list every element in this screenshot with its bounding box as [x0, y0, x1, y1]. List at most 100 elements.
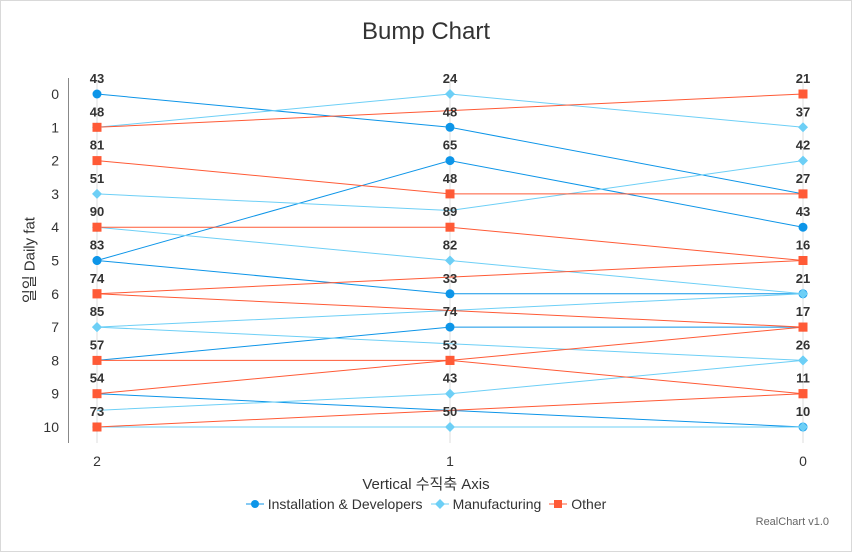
diamond-marker	[92, 188, 102, 199]
data-label: 73	[90, 404, 104, 419]
data-label: 27	[796, 171, 810, 186]
data-label: 89	[443, 204, 457, 219]
series-line	[96, 160, 804, 212]
y-tick-label: 4	[51, 219, 59, 235]
data-label: 81	[90, 138, 104, 153]
series-line	[96, 260, 804, 295]
circle-marker	[445, 122, 455, 132]
data-label: 74	[90, 271, 105, 286]
data-label: 43	[796, 204, 810, 219]
circle-marker	[92, 89, 102, 99]
data-label: 48	[443, 104, 457, 119]
data-label: 21	[796, 271, 810, 286]
data-label: 82	[443, 238, 457, 253]
circle-marker	[445, 156, 455, 166]
square-marker	[798, 389, 808, 399]
legend-label: Installation & Developers	[267, 496, 423, 512]
x-axis-title: Vertical 수직축 Axis	[362, 476, 490, 493]
data-label: 57	[90, 337, 104, 352]
diamond-marker	[798, 288, 808, 299]
legend-item-other[interactable]: Other	[549, 496, 606, 512]
series-line	[96, 93, 804, 128]
y-tick-label: 8	[51, 352, 59, 368]
chart-title: Bump Chart	[361, 18, 491, 45]
data-label: 24	[443, 71, 458, 86]
diamond-marker	[798, 122, 808, 133]
circle-marker	[92, 256, 102, 265]
data-label: 16	[796, 238, 810, 253]
legend-item-installation[interactable]: Installation & Developers	[245, 496, 423, 512]
circle-marker	[445, 322, 455, 332]
data-label: 37	[796, 104, 810, 119]
y-tick-label: 5	[51, 253, 59, 269]
legend-item-manufacturing[interactable]: Manufacturing	[430, 496, 542, 512]
square-marker	[445, 189, 455, 199]
data-label: 53	[443, 337, 457, 352]
square-marker	[92, 422, 102, 432]
series-line	[96, 393, 804, 428]
diamond-marker	[445, 422, 455, 432]
data-label: 51	[90, 171, 104, 186]
square-marker	[798, 189, 808, 199]
square-marker	[798, 256, 808, 265]
square-marker	[445, 222, 455, 232]
data-label: 74	[443, 304, 458, 319]
square-marker	[92, 156, 102, 166]
data-label: 48	[443, 171, 457, 186]
y-tick-label: 3	[51, 186, 59, 202]
diamond-marker	[798, 422, 808, 432]
square-marker	[92, 122, 102, 132]
data-label: 65	[443, 138, 457, 153]
data-label: 42	[796, 138, 810, 153]
y-tick-label: 7	[51, 319, 59, 335]
diamond-marker	[798, 155, 808, 166]
square-marker	[445, 355, 455, 365]
data-label: 26	[796, 337, 810, 352]
x-tick-label: 1	[446, 453, 454, 469]
data-label: 54	[90, 371, 105, 386]
y-tick-label: 6	[51, 286, 59, 302]
data-label: 43	[443, 371, 457, 386]
y-tick-label: 10	[43, 419, 59, 435]
square-marker	[92, 355, 102, 365]
square-marker	[92, 289, 102, 299]
data-label: 11	[796, 371, 810, 386]
data-label: 21	[796, 71, 810, 86]
square-marker	[798, 89, 808, 99]
y-tick-label: 2	[51, 153, 59, 169]
circle-marker	[445, 289, 455, 299]
y-tick-label: 0	[51, 86, 59, 102]
legend: Installation & Developers Manufacturing …	[0, 496, 852, 512]
x-tick-label: 0	[799, 453, 807, 469]
data-label: 85	[90, 304, 104, 319]
data-label: 33	[443, 271, 457, 286]
legend-circle-marker-icon	[245, 500, 264, 508]
data-label: 17	[796, 304, 810, 319]
y-tick-label: 1	[51, 119, 59, 135]
credit-text: RealChart v1.0	[755, 516, 829, 528]
diamond-marker	[445, 388, 455, 399]
legend-diamond-marker-icon	[430, 499, 449, 509]
data-label: 10	[796, 404, 810, 419]
data-label: 48	[90, 104, 104, 119]
data-label: 83	[90, 238, 104, 253]
series-line	[96, 326, 804, 361]
circle-marker	[798, 222, 808, 232]
square-marker	[92, 222, 102, 232]
y-tick-label: 9	[51, 386, 59, 402]
x-tick-label: 2	[93, 453, 101, 469]
square-marker	[92, 389, 102, 399]
diamond-marker	[445, 255, 455, 266]
legend-square-marker-icon	[549, 500, 568, 508]
data-label: 90	[90, 204, 104, 219]
diamond-marker	[798, 355, 808, 366]
data-label: 50	[443, 404, 457, 419]
legend-label: Other	[571, 496, 607, 512]
data-label: 43	[90, 71, 104, 86]
series-line	[96, 293, 804, 328]
diamond-marker	[445, 89, 455, 99]
legend-label: Manufacturing	[452, 496, 542, 512]
square-marker	[798, 322, 808, 332]
